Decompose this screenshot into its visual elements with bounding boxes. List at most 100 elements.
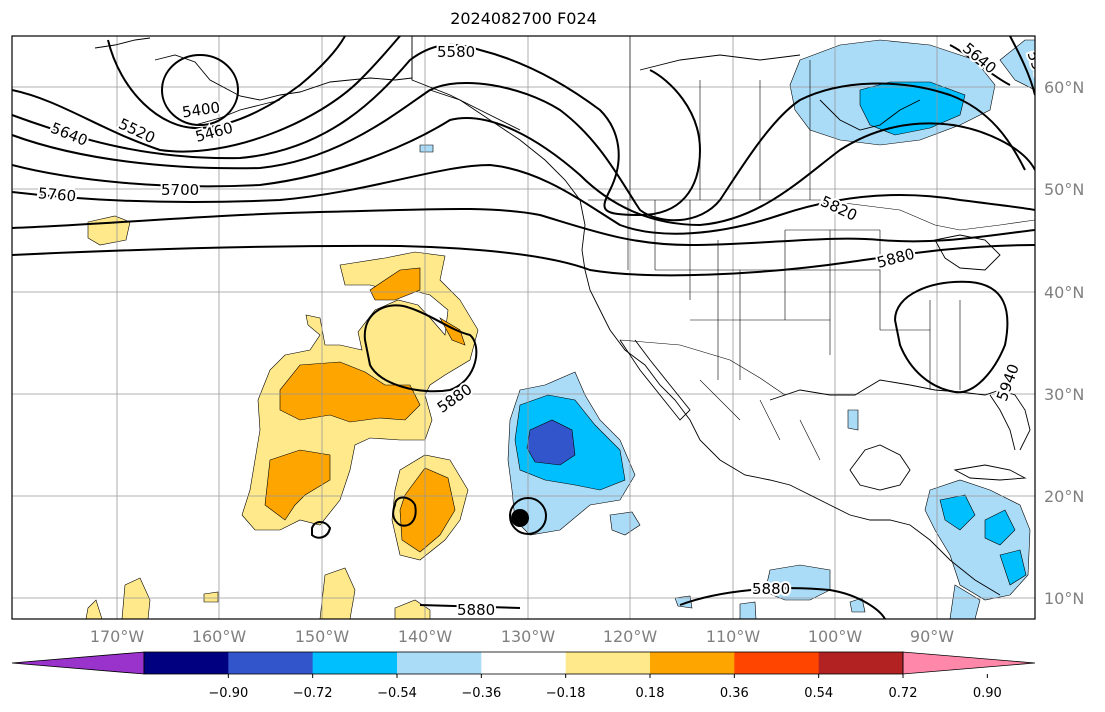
negative-anomaly-region <box>764 564 831 601</box>
lon-label: 90°W <box>910 627 954 646</box>
political-borders <box>588 36 1035 461</box>
negative-anomaly-region <box>949 584 981 619</box>
contour-5940 <box>893 280 1009 394</box>
positive-anomaly-region <box>203 591 219 603</box>
negative-anomaly-core <box>984 509 1016 546</box>
contour-5880-subtropic <box>363 304 478 393</box>
colorbar-extend-high <box>902 651 1036 675</box>
contour-5880-small-2 <box>311 521 332 539</box>
colorbar-tick-label: −0.18 <box>546 686 586 701</box>
lon-label: 150°W <box>295 627 350 646</box>
contour-label: 5880 <box>752 580 790 598</box>
contour-5820 <box>12 207 1035 247</box>
lon-label: 140°W <box>398 627 453 646</box>
contour-5520 <box>12 36 401 153</box>
contour-5640 <box>12 81 1026 222</box>
contour-label: 5760 <box>37 184 77 205</box>
west-coast <box>429 89 1001 596</box>
us-mexico-border <box>619 339 786 396</box>
colorbar-tick-label: −0.72 <box>293 686 333 701</box>
colorbar-tick-label: 0.90 <box>973 686 1002 701</box>
longitude-labels: 170°W 160°W 150°W 140°W 130°W 120°W 110°… <box>90 627 954 646</box>
negative-anomaly-region <box>847 409 859 431</box>
negative-anomaly-region <box>999 39 1035 91</box>
low-center-contour <box>161 54 239 126</box>
colorbar-tick-label: 0.36 <box>720 686 749 701</box>
alaska-peninsula <box>194 99 281 126</box>
contour-5460 <box>107 36 346 130</box>
latitude-labels: 60°N 50°N 40°N 30°N 20°N 10°N <box>1044 78 1084 608</box>
map-title: 2024082700 F024 <box>450 9 597 28</box>
alaska-canada-border <box>411 36 521 131</box>
negative-anomaly-core <box>999 549 1027 586</box>
height-contours <box>12 36 1035 619</box>
colorbar-swatch <box>650 652 735 674</box>
contour-label: 5580 <box>437 43 475 61</box>
colorbar-tick-label: 0.54 <box>804 686 833 701</box>
cuba-coast <box>953 464 1027 481</box>
contour-label: 5700 <box>161 181 199 199</box>
colorbar-swatch <box>734 652 820 674</box>
great-lakes <box>934 234 1001 271</box>
negative-anomaly-region <box>739 601 757 619</box>
alaska-coast <box>154 54 413 101</box>
colorbar-swatch <box>144 652 229 674</box>
colorbar-swatch <box>397 652 482 674</box>
negative-anomaly-core <box>859 81 966 136</box>
map-frame <box>11 35 1036 620</box>
positive-anomaly-region <box>87 215 131 246</box>
lon-label: 100°W <box>808 627 863 646</box>
positive-anomaly-core <box>399 467 456 553</box>
positive-anomaly-region <box>85 599 103 619</box>
contour-5580-east <box>1009 36 1035 96</box>
contour-5880-small-1 <box>392 496 417 527</box>
colorbar-tick-label: 0.18 <box>636 686 665 701</box>
us-canada-border <box>588 199 1035 231</box>
colorbar-tick-label: −0.54 <box>377 686 417 701</box>
colorbar-tick-label: −0.36 <box>461 686 501 701</box>
positive-anomaly-region <box>121 577 151 619</box>
colorbar-ticks: −0.90 −0.72 −0.54 −0.36 −0.18 0.18 0.36 0.54 0.7… <box>208 674 1002 701</box>
negative-anomaly-region <box>674 595 693 609</box>
lon-label: 110°W <box>706 627 761 646</box>
colorbar-tick-label: 0.72 <box>889 686 918 701</box>
contour-label: 5880 <box>457 601 495 619</box>
lon-label: 160°W <box>192 627 247 646</box>
yucatan-coast <box>849 444 911 491</box>
lat-label: 60°N <box>1044 78 1084 97</box>
negative-anomaly-region <box>419 144 434 153</box>
lat-label: 10°N <box>1044 589 1084 608</box>
contour-5700 <box>12 117 1035 227</box>
lon-label: 130°W <box>501 627 556 646</box>
colorbar-tick-label: −0.90 <box>208 686 248 701</box>
contour-5760 <box>12 163 1035 235</box>
colorbar-extend-low <box>11 651 145 675</box>
siberia-coast <box>94 37 151 49</box>
state-lines <box>627 200 961 390</box>
contour-5880-south <box>419 587 886 619</box>
negative-anomaly-region <box>609 511 641 536</box>
colorbar <box>11 651 1036 675</box>
colorbar-frame <box>143 651 904 675</box>
baja-peninsula <box>619 339 691 421</box>
contour-5880-north <box>12 244 1035 277</box>
colorbar-swatch <box>481 652 567 674</box>
florida-coast <box>989 394 1016 451</box>
shaded-regions <box>85 39 1035 619</box>
hudson-bay-coast <box>819 99 921 131</box>
canada-arctic-coast <box>639 54 801 71</box>
colorbar-swatch <box>818 652 904 674</box>
lat-label: 20°N <box>1044 487 1084 506</box>
tropical-cyclone-center <box>511 509 529 527</box>
colorbar-swatch <box>565 652 651 674</box>
lat-label: 40°N <box>1044 283 1084 302</box>
lat-label: 50°N <box>1044 180 1084 199</box>
colorbar-swatch <box>228 652 314 674</box>
lon-label: 120°W <box>603 627 658 646</box>
lon-label: 170°W <box>90 627 145 646</box>
tropical-cyclone-contour <box>509 497 547 535</box>
positive-anomaly-core <box>279 361 421 423</box>
positive-anomaly-core <box>264 449 331 521</box>
contour-5640-east <box>949 44 1011 86</box>
positive-anomaly-region <box>319 567 356 619</box>
